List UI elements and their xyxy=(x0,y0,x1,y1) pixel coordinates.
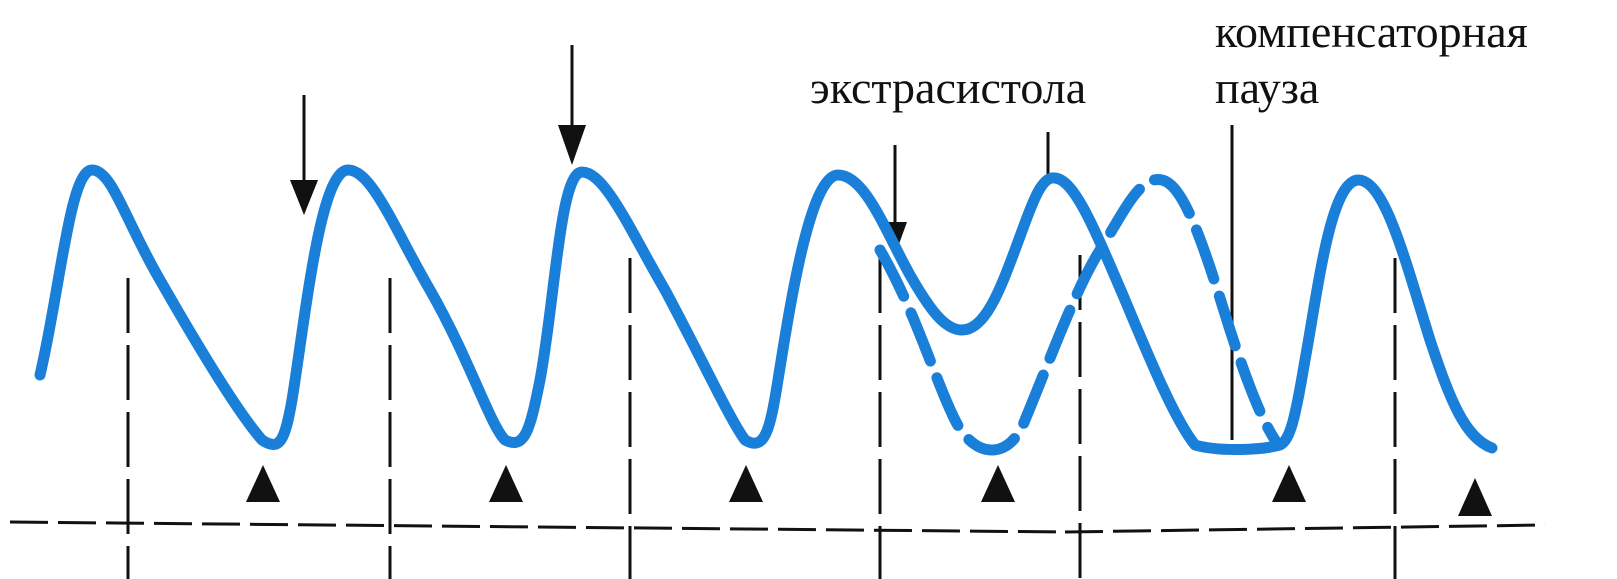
baseline-line xyxy=(1064,523,1546,534)
triangle-marker-icon xyxy=(1458,478,1492,516)
onset-markers xyxy=(246,465,1492,516)
triangle-marker-icon xyxy=(729,465,763,502)
compensatory-pause-label-line1: компенсаторная xyxy=(1215,6,1528,57)
interval-lines xyxy=(126,255,1397,579)
triangle-marker-icon xyxy=(246,465,280,502)
triangle-marker-icon xyxy=(1272,465,1306,502)
pulse-wave-curve xyxy=(34,164,1498,455)
triangle-marker-icon xyxy=(489,465,523,502)
baseline-line xyxy=(9,520,1066,534)
extrasystole-label: экстрасистола xyxy=(810,62,1086,113)
pointer-arrows xyxy=(290,45,1234,440)
arrow-down-icon xyxy=(290,95,318,215)
arrow-down-icon xyxy=(558,45,586,165)
baseline-axis xyxy=(9,520,1546,534)
compensatory-pause-label-line2: пауза xyxy=(1215,62,1319,113)
triangle-marker-icon xyxy=(981,465,1015,502)
expected-rhythm-curve xyxy=(874,174,1281,456)
